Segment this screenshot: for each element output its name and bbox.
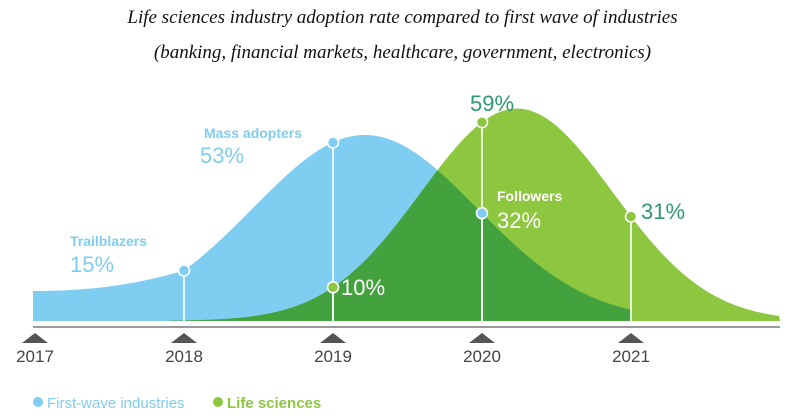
- stage-label-mass-adopters: Mass adopters: [204, 125, 302, 141]
- first-wave-point: [326, 136, 340, 149]
- x-tick-marker: [320, 333, 346, 343]
- x-tick-label: 2018: [165, 347, 203, 366]
- x-tick-label: 2019: [314, 347, 352, 366]
- life-sciences-point: [624, 210, 638, 223]
- legend-marker-life-sciences: [213, 397, 223, 407]
- legend-marker-first-wave: [33, 397, 43, 407]
- value-label-ls-2021: 31%: [641, 199, 685, 224]
- value-label-ls-2020: 59%: [470, 91, 514, 116]
- value-label-ls-2019: 10%: [341, 275, 385, 300]
- legend-label-life-sciences: Life sciences: [227, 395, 321, 412]
- x-tick-label: 2021: [612, 347, 650, 366]
- life-sciences-point: [326, 280, 340, 294]
- life-sciences-point: [475, 115, 489, 129]
- legend-label-first-wave: First-wave industries: [47, 395, 185, 412]
- stage-label-trailblazers: Trailblazers: [70, 233, 147, 249]
- first-wave-point: [177, 264, 191, 277]
- x-tick-marker: [618, 333, 644, 343]
- value-label-trailblazers: 15%: [70, 252, 114, 277]
- value-label-mass-adopters: 53%: [200, 143, 244, 168]
- x-tick-label: 2017: [16, 347, 54, 366]
- first-wave-point: [475, 206, 489, 220]
- x-tick-marker: [22, 333, 48, 343]
- chart-title: Life sciences industry adoption rate com…: [127, 7, 678, 28]
- x-tick-marker: [171, 333, 197, 343]
- x-tick-label: 2020: [463, 347, 501, 366]
- stage-label-followers: Followers: [497, 188, 563, 204]
- value-label-followers: 32%: [497, 208, 541, 233]
- chart-subtitle: (banking, financial markets, healthcare,…: [153, 42, 652, 63]
- x-tick-marker: [469, 333, 495, 343]
